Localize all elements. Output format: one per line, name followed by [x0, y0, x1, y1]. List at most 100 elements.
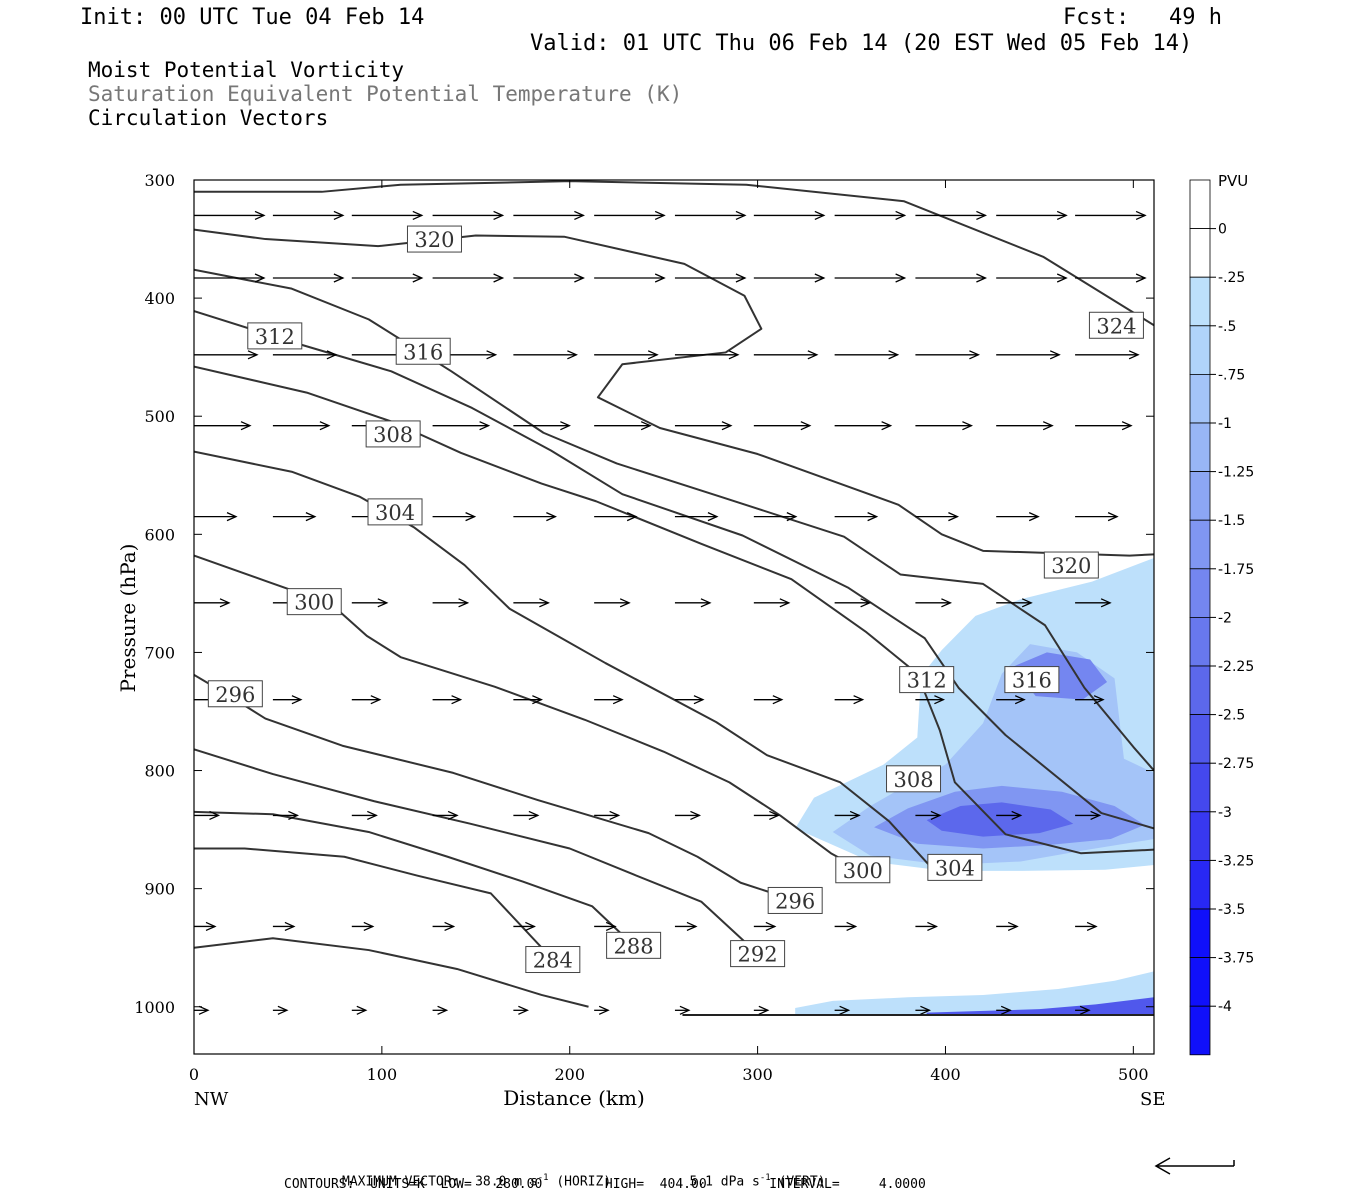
vector-arrow — [513, 921, 536, 932]
isentrope-324 — [194, 180, 1154, 327]
contour-label-316: 316 — [1004, 666, 1060, 694]
pv-region-4 — [926, 802, 1074, 837]
vector-arrow — [513, 210, 585, 221]
vector-arrow — [351, 1005, 368, 1015]
colorbar-label: -3.25 — [1218, 853, 1254, 869]
vector-arrow — [351, 273, 424, 283]
vector-arrow — [996, 695, 1026, 705]
vector-arrow — [272, 1005, 289, 1015]
vector-arrow — [272, 421, 331, 431]
colorbar-label: -1 — [1218, 416, 1232, 432]
vector-arrow — [1075, 210, 1147, 221]
vector-arrow — [1075, 921, 1098, 932]
vector-arrow — [513, 1005, 529, 1015]
contour-label-292: 292 — [730, 940, 786, 968]
isentrope-282 — [194, 937, 589, 1008]
vector-arrow — [351, 810, 378, 821]
vector-arrow — [513, 273, 585, 283]
vector-arrow — [351, 921, 375, 932]
isentrope-296 — [194, 674, 796, 902]
colorbar-unit: PVU — [1218, 172, 1248, 190]
contour-label-316: 316 — [395, 337, 451, 365]
x-axis-label: Distance (km) — [503, 1086, 645, 1110]
vector-arrow — [194, 421, 252, 431]
axes: 0 100 200 300 400 500 300 400 500 600 700 800 900 100… — [134, 171, 1154, 1084]
y-tick-label: 900 — [144, 880, 175, 899]
colorbar-box — [1189, 471, 1211, 521]
vector-arrow — [594, 350, 659, 360]
horiz-exponent: -1 — [537, 1173, 549, 1183]
colorbar-box — [1189, 714, 1211, 764]
vector-arrow — [194, 598, 231, 608]
svg-text:296: 296 — [775, 889, 815, 913]
vector-arrow — [432, 695, 463, 705]
vector-arrow — [513, 695, 543, 705]
vert-value: 5.1 dPa s — [689, 1174, 760, 1190]
footer-max-vector: MAXIMUM VECTOR: 38.0 m s-1 (HORIZ) 5.1 d… — [342, 1158, 826, 1189]
vector-arrow — [432, 421, 491, 431]
colorbar-label: 0 — [1218, 222, 1227, 238]
svg-text:320: 320 — [414, 228, 454, 252]
vector-arrow — [674, 695, 705, 705]
colorbar-label: -.25 — [1218, 270, 1245, 286]
field-title-mpv: Moist Potential Vorticity — [88, 58, 405, 82]
vector-arrow — [915, 210, 988, 221]
svg-text:324: 324 — [1096, 314, 1136, 338]
svg-text:316: 316 — [1012, 669, 1052, 693]
contour-label-312: 312 — [247, 322, 303, 350]
vector-arrow — [834, 921, 858, 932]
isentrope-304 — [194, 450, 955, 870]
vector-arrow — [753, 512, 798, 522]
vector-arrow — [513, 512, 557, 522]
isentrope-292 — [194, 748, 759, 955]
colorbar-box — [1189, 179, 1211, 229]
vector-arrow — [432, 921, 456, 932]
colorbar-box — [1189, 908, 1211, 958]
vector-arrow — [194, 1005, 210, 1015]
vector-arrow — [594, 810, 621, 821]
vector-arrow — [753, 421, 812, 431]
vector-arrow — [996, 421, 1054, 431]
vector-arrow — [753, 273, 826, 283]
svg-text:284: 284 — [533, 949, 573, 973]
y-tick-label: 400 — [144, 289, 175, 308]
colorbar-box — [1189, 617, 1211, 667]
vector-arrow — [351, 598, 389, 608]
vector-arrow — [194, 350, 259, 360]
vector-arrow — [272, 273, 345, 283]
contour-label-308: 308 — [365, 420, 421, 448]
vector-arrow — [915, 921, 939, 932]
vector-arrow — [432, 598, 470, 608]
vector-arrow — [1075, 273, 1147, 283]
vector-arrow — [351, 210, 424, 221]
vector-arrow — [272, 921, 296, 932]
contour-label-296: 296 — [207, 680, 263, 708]
svg-text:312: 312 — [907, 669, 947, 693]
colorbar-label: -1.5 — [1218, 513, 1245, 529]
vector-arrow — [834, 350, 900, 360]
y-tick-label: 300 — [144, 171, 175, 190]
vector-arrow — [834, 695, 865, 705]
colorbar-label: -2.25 — [1218, 659, 1254, 675]
x-end-left: NW — [194, 1089, 229, 1110]
vector-arrow — [432, 273, 505, 283]
vector-arrow — [996, 210, 1068, 221]
vector-arrow — [513, 810, 540, 821]
footer-contours: CONTOURS: UNITS=K LOW= 280.00 HIGH= 404.… — [284, 1177, 926, 1192]
vector-arrow — [753, 921, 777, 932]
vector-arrow — [594, 695, 624, 705]
svg-text:308: 308 — [893, 768, 933, 792]
vector-arrow — [1075, 350, 1140, 360]
vector-arrow — [594, 421, 652, 431]
isentrope-288 — [194, 810, 635, 947]
vector-arrow — [915, 421, 974, 431]
vector-arrow — [996, 273, 1068, 283]
vector-arrow — [674, 512, 719, 522]
svg-text:292: 292 — [738, 943, 778, 967]
vector-arrow — [194, 273, 266, 283]
x-tick-label: 300 — [742, 1065, 773, 1084]
vector-arrow — [194, 210, 266, 221]
circulation-vectors — [194, 210, 1147, 1015]
colorbar-label: -2 — [1218, 610, 1232, 626]
